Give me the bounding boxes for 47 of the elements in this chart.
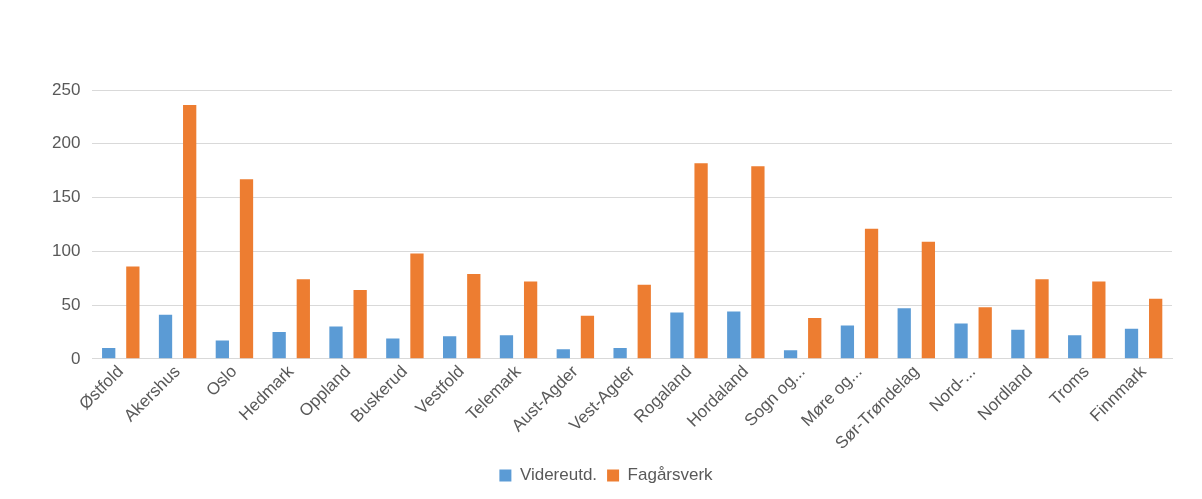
bar (1035, 279, 1049, 359)
bar (158, 314, 173, 359)
y-tick-label: 200 (51, 133, 81, 153)
bar (921, 241, 936, 359)
bar (897, 308, 911, 359)
bar (670, 312, 684, 359)
y-tick-label: 100 (51, 241, 81, 261)
bar (1011, 329, 1025, 359)
bar (864, 228, 879, 359)
bar (580, 315, 595, 359)
bar (556, 349, 570, 359)
bar (637, 284, 651, 359)
bar (239, 179, 254, 359)
bar (102, 348, 116, 359)
bar (727, 311, 741, 359)
bar (353, 290, 367, 359)
bar (1149, 298, 1163, 359)
bar (840, 325, 855, 359)
bar (272, 331, 286, 359)
y-tick-label: 250 (51, 79, 81, 99)
bar (1068, 335, 1082, 359)
legend-label: Videreutd. (519, 465, 598, 485)
bar (954, 323, 968, 359)
y-tick-label: 0 (70, 348, 81, 368)
bar (978, 307, 992, 359)
bar (751, 166, 765, 359)
bar (467, 273, 481, 359)
y-tick-label: 50 (61, 294, 81, 314)
bar (613, 348, 627, 359)
bar (183, 105, 197, 359)
legend-label: Fagårsverk (627, 465, 714, 485)
bar (296, 279, 310, 359)
bar (410, 253, 424, 359)
bar (499, 335, 514, 359)
bar (1092, 281, 1106, 359)
bar (386, 338, 400, 359)
bar (126, 266, 140, 359)
bar (215, 340, 229, 359)
bar (523, 281, 538, 359)
bar (329, 326, 343, 359)
x-tick-label: Oslo (202, 361, 241, 400)
bar (808, 318, 822, 359)
y-tick-label: 150 (51, 187, 81, 207)
bar (1124, 328, 1139, 359)
bar (694, 163, 708, 359)
bar (443, 336, 457, 359)
bar (783, 350, 798, 359)
